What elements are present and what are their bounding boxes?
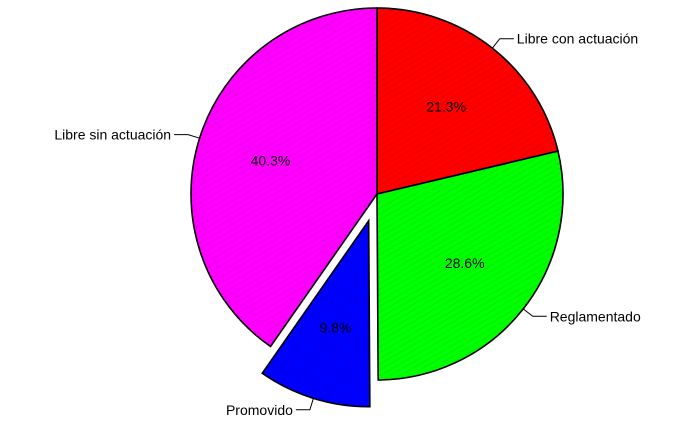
value-label-reglamentado: 28.6% bbox=[445, 255, 485, 271]
leader-line-libre-con-actuacion bbox=[492, 38, 514, 49]
pie-labels: 21.3% Libre con actuación 28.6% Reglamentad… bbox=[54, 31, 641, 418]
category-label-reglamentado: Reglamentado bbox=[550, 308, 641, 324]
value-label-promovido: 9.8% bbox=[320, 319, 352, 335]
leader-line-promovido bbox=[295, 398, 314, 411]
category-label-libre-con-actuacion: Libre con actuación bbox=[517, 31, 638, 47]
slice-texture-libre-sin-actuacion bbox=[191, 8, 377, 347]
value-label-libre-con-actuacion: 21.3% bbox=[426, 99, 466, 115]
slice-texture-reglamentado bbox=[377, 151, 564, 380]
leader-line-reglamentado bbox=[522, 308, 547, 317]
leader-line-libre-sin-actuacion bbox=[174, 134, 200, 139]
slice-texture-promovido bbox=[262, 220, 370, 407]
slice-texture-libre-con-actuacion bbox=[377, 8, 558, 194]
value-label-libre-sin-actuacion: 40.3% bbox=[251, 153, 291, 169]
pie-slices bbox=[190, 7, 564, 408]
category-label-promovido: Promovido bbox=[226, 402, 293, 418]
category-label-libre-sin-actuacion: Libre sin actuación bbox=[54, 127, 171, 143]
